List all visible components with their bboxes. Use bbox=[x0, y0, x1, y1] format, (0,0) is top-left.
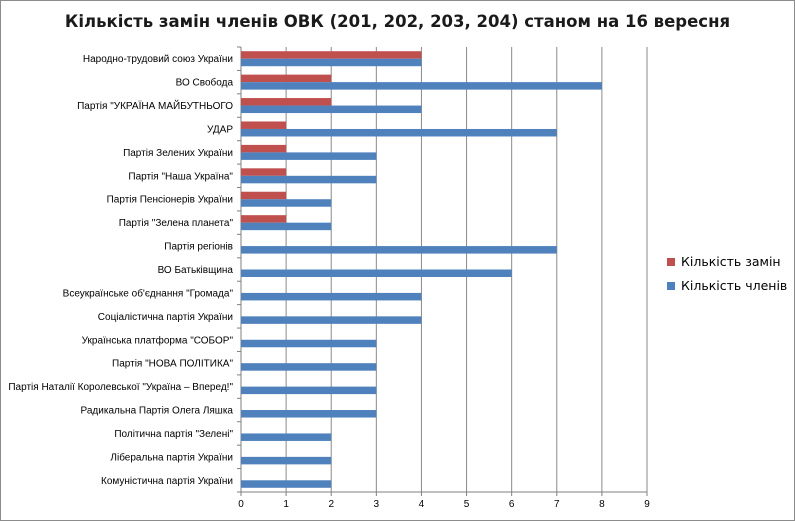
bar-zamin bbox=[241, 51, 422, 59]
x-tick-label: 4 bbox=[419, 499, 425, 510]
chart-title: Кількість замін членів ОВК (201, 202, 20… bbox=[64, 12, 731, 31]
category-label: ВО Свобода bbox=[176, 77, 234, 89]
x-tick-label: 3 bbox=[374, 499, 380, 510]
category-label: Ліберальна партія України bbox=[110, 451, 233, 463]
bar-zamin bbox=[241, 144, 287, 153]
category-label: Партія регіонів bbox=[164, 242, 233, 253]
bar-chleniv bbox=[241, 199, 332, 207]
x-tick-label: 5 bbox=[464, 499, 470, 510]
legend-swatch bbox=[667, 282, 675, 290]
bar-chleniv bbox=[241, 58, 422, 67]
x-tick-label: 2 bbox=[328, 499, 334, 510]
category-label: УДАР bbox=[207, 124, 233, 135]
bar-zamin bbox=[241, 74, 332, 83]
bar-chleniv bbox=[241, 456, 332, 465]
bar-chleniv bbox=[241, 386, 377, 395]
x-tick-label: 1 bbox=[283, 499, 289, 510]
bar-chleniv bbox=[241, 105, 422, 114]
x-tick-label: 0 bbox=[238, 499, 244, 510]
bar-zamin bbox=[241, 98, 332, 106]
category-label: Комуністична партія України bbox=[101, 476, 233, 487]
bar-chleniv bbox=[241, 316, 422, 324]
category-label: ВО Батьківщина bbox=[158, 265, 234, 276]
legend-label: Кількість замін bbox=[681, 254, 781, 269]
category-label: Народно-трудовий союз України bbox=[83, 54, 233, 65]
category-label: Партія Наталії Королевської "Україна – В… bbox=[8, 382, 233, 393]
x-tick-label: 9 bbox=[644, 499, 650, 510]
category-label: Партія Пенсіонерів України bbox=[107, 195, 233, 206]
bar-chleniv bbox=[241, 222, 332, 231]
x-tick-label: 6 bbox=[509, 499, 515, 510]
bar-zamin bbox=[241, 121, 287, 129]
bar-chleniv bbox=[241, 175, 377, 184]
category-label: Всеукраїнське об'єднання "Громада" bbox=[63, 287, 234, 299]
bar-chleniv bbox=[241, 339, 377, 348]
category-label: Радикальна Партія Олега Ляшка bbox=[81, 406, 234, 417]
category-label: Партія "НОВА ПОЛІТИКА" bbox=[112, 359, 233, 370]
bar-chleniv bbox=[241, 433, 332, 441]
bar-chleniv bbox=[241, 246, 557, 254]
category-label: Соціалістична партія України bbox=[98, 312, 233, 323]
bar-chleniv bbox=[241, 82, 602, 90]
bar-chleniv bbox=[241, 480, 332, 488]
bar-zamin bbox=[241, 215, 287, 223]
category-label: Політична партія "Зелені" bbox=[114, 429, 233, 440]
bar-chleniv bbox=[241, 269, 512, 277]
bar-chleniv bbox=[241, 410, 377, 418]
x-tick-label: 7 bbox=[554, 499, 560, 510]
bar-zamin bbox=[241, 191, 287, 200]
bar-chleniv bbox=[241, 363, 377, 371]
legend-label: Кількість членів bbox=[681, 278, 787, 293]
x-tick-label: 8 bbox=[599, 499, 605, 510]
category-label: Партія Зелених України bbox=[123, 148, 233, 159]
bar-chleniv bbox=[241, 128, 557, 137]
category-label: Партія "УКРАЇНА МАЙБУТНЬОГО bbox=[77, 99, 233, 112]
bar-chleniv bbox=[241, 152, 377, 160]
category-label: Українська платформа "СОБОР" bbox=[82, 334, 234, 346]
category-label: Партія "Наша Україна" bbox=[128, 171, 233, 182]
bar-zamin bbox=[241, 168, 287, 176]
legend-swatch bbox=[667, 258, 675, 266]
bar-chleniv bbox=[241, 292, 422, 301]
category-label: Партія "Зелена планета" bbox=[119, 218, 234, 229]
